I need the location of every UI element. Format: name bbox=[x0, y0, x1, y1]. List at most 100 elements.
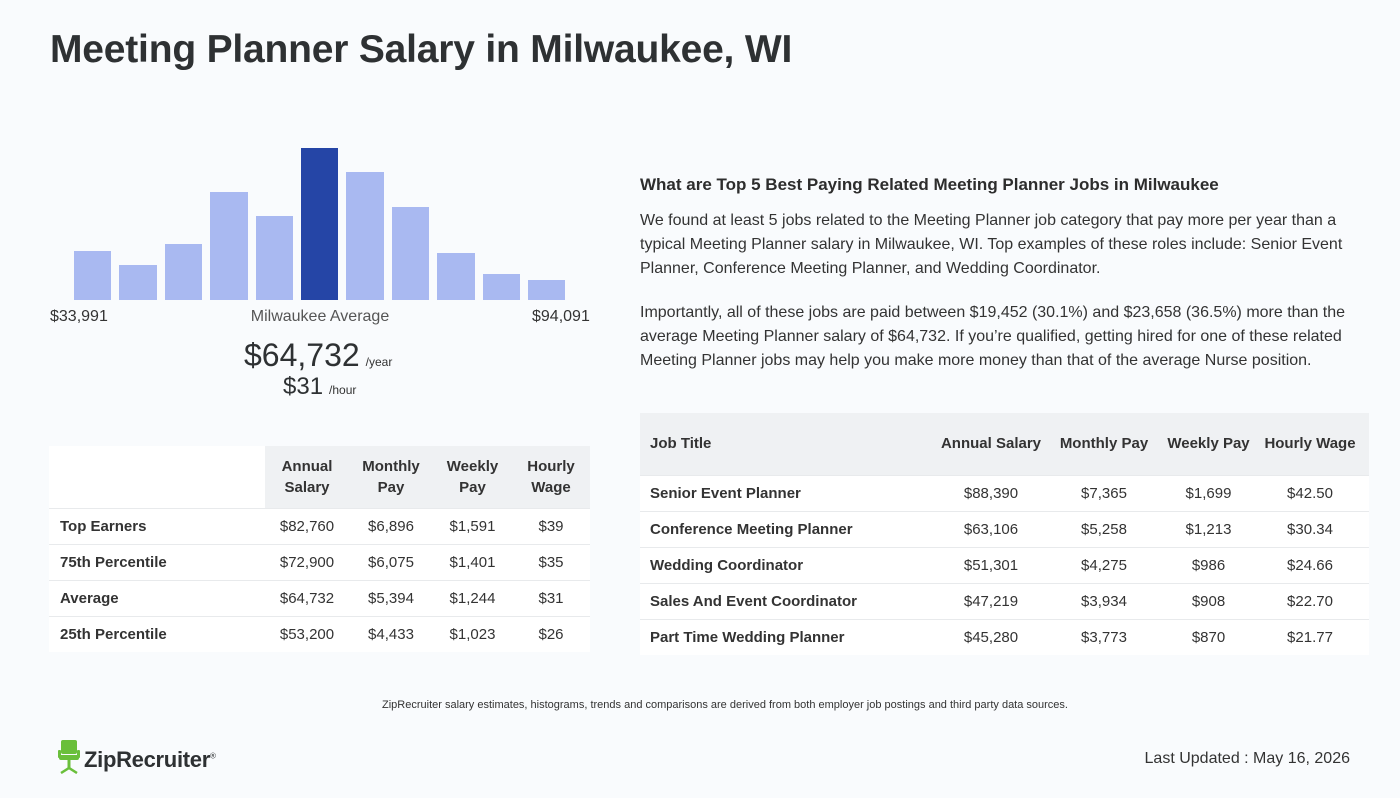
job-annual-cell: $88,390 bbox=[940, 474, 1042, 511]
job-monthly-cell: $4,275 bbox=[1042, 546, 1166, 583]
last-updated: Last Updated : May 16, 2026 bbox=[1144, 750, 1350, 767]
ziprecruiter-chair-icon bbox=[58, 740, 80, 779]
annual-unit: /year bbox=[365, 355, 393, 369]
percentile-hourly-cell: $35 bbox=[512, 543, 590, 580]
ziprecruiter-logo[interactable]: ZipRecruiter® bbox=[58, 740, 216, 779]
related-jobs-table: Job Title Annual Salary Monthly Pay Week… bbox=[640, 413, 1369, 655]
job-hourly-cell: $30.34 bbox=[1251, 510, 1369, 547]
job-hourly-cell: $24.66 bbox=[1251, 546, 1369, 583]
percentile-annual-cell: $64,732 bbox=[265, 579, 349, 616]
percentile-label: 75th Percentile bbox=[49, 543, 265, 580]
ziprecruiter-wordmark: ZipRecruiter® bbox=[84, 747, 216, 773]
header-weekly-pay: Weekly Pay bbox=[433, 446, 512, 508]
histogram-bar-average bbox=[300, 148, 339, 300]
histogram-bar bbox=[74, 251, 112, 300]
percentile-annual-cell: $53,200 bbox=[265, 615, 349, 652]
page-title: Meeting Planner Salary in Milwaukee, WI bbox=[50, 28, 793, 71]
hourly-unit: /hour bbox=[329, 383, 357, 397]
job-weekly-cell: $870 bbox=[1166, 618, 1251, 655]
histogram-bar bbox=[346, 172, 384, 300]
job-title: Wedding Coordinator bbox=[640, 546, 940, 583]
percentile-table-header: Annual Salary Monthly Pay Weekly Pay Hou… bbox=[49, 446, 590, 508]
header-annual-salary: Annual Salary bbox=[940, 413, 1042, 475]
histogram-bar bbox=[482, 274, 520, 300]
header-annual-salary: Annual Salary bbox=[265, 446, 349, 508]
job-weekly-cell: $1,699 bbox=[1166, 474, 1251, 511]
job-monthly-cell: $5,258 bbox=[1042, 510, 1166, 547]
jobs-table-header: Job Title Annual Salary Monthly Pay Week… bbox=[640, 413, 1369, 475]
header-weekly-pay: Weekly Pay bbox=[1166, 413, 1251, 475]
job-row: Senior Event Planner $88,390 $7,365 $1,699 $… bbox=[640, 474, 1369, 511]
job-monthly-cell: $3,934 bbox=[1042, 582, 1166, 619]
header-hourly-wage: Hourly Wage bbox=[512, 446, 590, 508]
percentile-table: Annual Salary Monthly Pay Weekly Pay Hou… bbox=[49, 446, 590, 652]
percentile-row: Average $64,732 $5,394 $1,244 $31 bbox=[49, 579, 590, 616]
logo-text: ZipRecruiter bbox=[84, 746, 210, 772]
job-weekly-cell: $1,213 bbox=[1166, 510, 1251, 547]
percentile-label: 25th Percentile bbox=[49, 615, 265, 652]
histogram-bar bbox=[119, 265, 157, 300]
job-title: Part Time Wedding Planner bbox=[640, 618, 940, 655]
percentile-hourly-cell: $26 bbox=[512, 615, 590, 652]
histogram-bar bbox=[437, 253, 475, 300]
percentile-weekly-cell: $1,401 bbox=[433, 543, 512, 580]
histogram-max-label: $94,091 bbox=[532, 308, 590, 325]
job-monthly-cell: $3,773 bbox=[1042, 618, 1166, 655]
job-row: Wedding Coordinator $51,301 $4,275 $986 $24.… bbox=[640, 546, 1369, 583]
hourly-average-value: $31 bbox=[283, 373, 324, 400]
histogram-bar bbox=[527, 280, 566, 300]
header-monthly-pay: Monthly Pay bbox=[349, 446, 433, 508]
job-annual-cell: $45,280 bbox=[940, 618, 1042, 655]
job-weekly-cell: $908 bbox=[1166, 582, 1251, 619]
job-annual-cell: $51,301 bbox=[940, 546, 1042, 583]
header-job-title: Job Title bbox=[640, 413, 940, 475]
percentile-monthly-cell: $5,394 bbox=[349, 579, 433, 616]
job-annual-cell: $63,106 bbox=[940, 510, 1042, 547]
related-jobs-paragraph-1: We found at least 5 jobs related to the … bbox=[640, 212, 1343, 277]
percentile-annual-cell: $72,900 bbox=[265, 543, 349, 580]
job-title: Senior Event Planner bbox=[640, 474, 940, 511]
job-hourly-cell: $42.50 bbox=[1251, 474, 1369, 511]
histogram-bar bbox=[210, 192, 248, 300]
job-annual-cell: $47,219 bbox=[940, 582, 1042, 619]
job-monthly-cell: $7,365 bbox=[1042, 474, 1166, 511]
percentile-weekly-cell: $1,591 bbox=[433, 507, 512, 544]
percentile-hourly-cell: $39 bbox=[512, 507, 590, 544]
data-source-disclaimer: ZipRecruiter salary estimates, histogram… bbox=[382, 699, 1068, 711]
percentile-label: Average bbox=[49, 579, 265, 616]
related-jobs-paragraph-2: Importantly, all of these jobs are paid … bbox=[640, 304, 1346, 369]
job-title: Sales And Event Coordinator bbox=[640, 582, 940, 619]
histogram-bar bbox=[164, 244, 203, 300]
percentile-row: 25th Percentile $53,200 $4,433 $1,023 $26 bbox=[49, 615, 590, 652]
percentile-label: Top Earners bbox=[49, 507, 265, 544]
job-hourly-cell: $22.70 bbox=[1251, 582, 1369, 619]
annual-average-value: $64,732 bbox=[244, 337, 360, 373]
job-row: Sales And Event Coordinator $47,219 $3,934… bbox=[640, 582, 1369, 619]
job-row: Part Time Wedding Planner $45,280 $3,773 $8… bbox=[640, 618, 1369, 655]
salary-histogram bbox=[74, 140, 568, 300]
job-title: Conference Meeting Planner bbox=[640, 510, 940, 547]
histogram-bar bbox=[391, 207, 430, 300]
annual-average: $64,732/year bbox=[244, 337, 392, 374]
histogram-min-label: $33,991 bbox=[50, 308, 108, 325]
header-hourly-wage: Hourly Wage bbox=[1251, 413, 1369, 475]
related-jobs-heading: What are Top 5 Best Paying Related Meeti… bbox=[640, 175, 1219, 194]
percentile-row: 75th Percentile $72,900 $6,075 $1,401 $35 bbox=[49, 543, 590, 580]
percentile-row: Top Earners $82,760 $6,896 $1,591 $39 bbox=[49, 507, 590, 544]
hourly-average: $31/hour bbox=[283, 373, 356, 401]
registered-mark: ® bbox=[209, 751, 216, 761]
percentile-weekly-cell: $1,023 bbox=[433, 615, 512, 652]
percentile-monthly-cell: $6,075 bbox=[349, 543, 433, 580]
histogram-bar bbox=[255, 216, 293, 300]
percentile-weekly-cell: $1,244 bbox=[433, 579, 512, 616]
job-weekly-cell: $986 bbox=[1166, 546, 1251, 583]
percentile-hourly-cell: $31 bbox=[512, 579, 590, 616]
header-blank-cell bbox=[49, 446, 265, 508]
percentile-monthly-cell: $6,896 bbox=[349, 507, 433, 544]
histogram-average-label: Milwaukee Average bbox=[250, 308, 390, 325]
header-monthly-pay: Monthly Pay bbox=[1042, 413, 1166, 475]
percentile-annual-cell: $82,760 bbox=[265, 507, 349, 544]
percentile-monthly-cell: $4,433 bbox=[349, 615, 433, 652]
job-row: Conference Meeting Planner $63,106 $5,258 $… bbox=[640, 510, 1369, 547]
job-hourly-cell: $21.77 bbox=[1251, 618, 1369, 655]
